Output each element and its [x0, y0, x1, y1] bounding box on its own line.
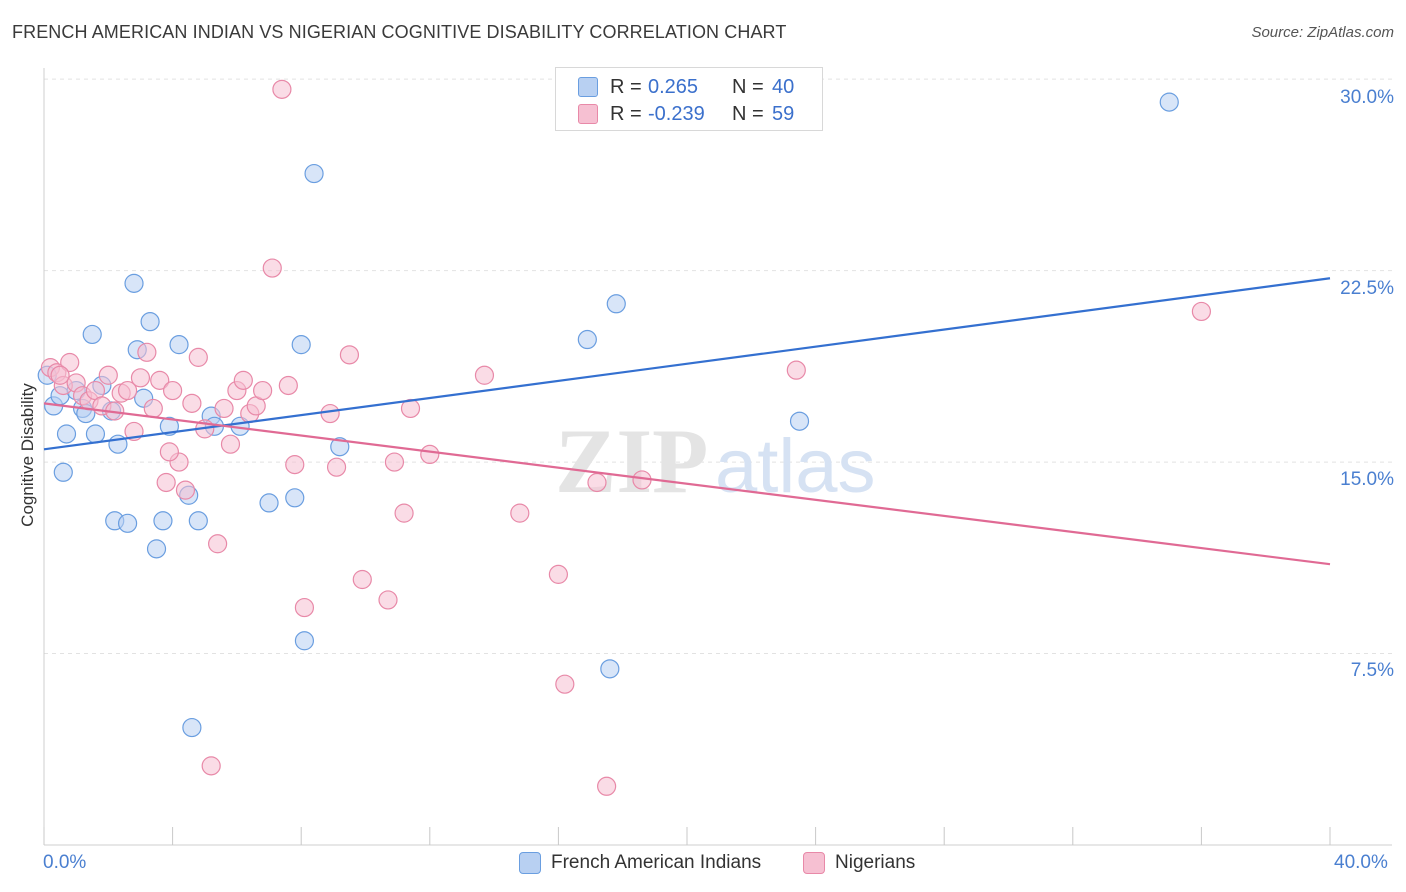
y-axis-label: Cognitive Disability — [18, 383, 37, 527]
point-french-american-indians — [169, 335, 189, 355]
point-french-american-indians — [140, 312, 160, 332]
point-nigerians — [175, 480, 196, 500]
point-french-american-indians — [82, 324, 102, 345]
point-nigerians — [98, 365, 118, 385]
point-french-american-indians — [606, 294, 626, 314]
trendline-nigerians — [43, 402, 1331, 566]
point-nigerians — [201, 756, 221, 776]
stats-r-value: 0.265 — [648, 75, 699, 98]
point-nigerians — [326, 457, 347, 477]
point-french-american-indians — [146, 539, 167, 559]
y-tick-label-7-5: 7.5% — [1350, 660, 1394, 681]
point-nigerians — [339, 345, 360, 365]
x-tick-label-40: 40.0% — [1334, 852, 1388, 873]
point-french-american-indians — [259, 493, 279, 513]
stats-row-nigerians: R = -0.239 N = 59 — [578, 101, 794, 127]
trendline-french-american-indians — [43, 277, 1331, 451]
y-tick-label-30: 30.0% — [1340, 87, 1394, 108]
legend-swatch-pink — [803, 852, 825, 874]
point-nigerians — [163, 380, 183, 401]
point-nigerians — [50, 365, 70, 385]
point-nigerians — [233, 370, 253, 390]
stats-r-label: R = — [610, 75, 642, 98]
chart-legend: French American Indians Nigerians — [0, 852, 1406, 878]
stats-r-value: -0.239 — [648, 102, 705, 125]
point-nigerians — [285, 455, 305, 475]
point-nigerians — [182, 393, 202, 413]
point-nigerians — [384, 452, 405, 472]
stats-n-value: 59 — [772, 102, 795, 125]
point-nigerians — [352, 569, 372, 590]
point-nigerians — [420, 444, 440, 465]
chart-title: FRENCH AMERICAN INDIAN VS NIGERIAN COGNI… — [12, 22, 787, 42]
point-french-american-indians — [600, 659, 620, 679]
point-french-american-indians — [291, 335, 311, 355]
stats-swatch-blue — [578, 77, 598, 97]
stats-n-label: N = — [732, 102, 764, 125]
point-nigerians — [208, 534, 228, 554]
stats-swatch-pink — [578, 104, 598, 124]
stats-r-label: R = — [610, 102, 642, 125]
point-nigerians — [60, 352, 80, 373]
point-french-american-indians — [159, 416, 179, 436]
point-nigerians — [278, 375, 298, 396]
point-nigerians — [156, 472, 176, 493]
point-nigerians — [220, 434, 241, 454]
point-french-american-indians — [304, 163, 324, 184]
point-nigerians — [143, 398, 163, 419]
point-nigerians — [214, 398, 234, 419]
point-french-american-indians — [85, 424, 106, 444]
stats-n-value: 40 — [772, 75, 795, 98]
point-nigerians — [150, 370, 170, 390]
legend-label: French American Indians — [551, 852, 762, 873]
watermark-zip: ZIP — [555, 410, 708, 512]
point-french-american-indians — [188, 511, 208, 531]
point-french-american-indians — [53, 462, 73, 482]
point-nigerians — [294, 597, 315, 618]
point-french-american-indians — [56, 424, 77, 444]
point-nigerians — [262, 258, 282, 278]
stats-n-label: N = — [732, 75, 764, 98]
point-nigerians — [786, 360, 806, 380]
watermark-atlas: atlas — [715, 424, 876, 509]
point-french-american-indians — [789, 411, 810, 431]
point-nigerians — [117, 380, 138, 401]
point-nigerians — [130, 368, 151, 388]
legend-item-nigerians[interactable]: Nigerians — [803, 852, 915, 874]
legend-item-french-american-indians[interactable]: French American Indians — [519, 852, 761, 874]
point-french-american-indians — [153, 511, 173, 531]
stats-row-french-american-indians: R = 0.265 N = 40 — [578, 74, 794, 100]
point-nigerians — [320, 403, 340, 424]
point-nigerians — [137, 342, 157, 362]
point-french-american-indians — [117, 513, 138, 533]
point-french-american-indians — [1159, 92, 1179, 112]
point-nigerians — [188, 347, 208, 367]
point-french-american-indians — [577, 329, 597, 350]
y-tick-label-22-5: 22.5% — [1340, 278, 1394, 299]
x-tick-label-0: 0.0% — [43, 852, 87, 873]
point-nigerians — [555, 674, 575, 694]
point-nigerians — [378, 590, 398, 610]
point-french-american-indians — [124, 273, 144, 293]
point-nigerians — [394, 503, 414, 523]
point-nigerians — [510, 503, 530, 523]
point-nigerians — [548, 564, 569, 584]
point-nigerians — [597, 776, 617, 796]
y-tick-label-15: 15.0% — [1340, 469, 1394, 490]
point-french-american-indians — [285, 488, 305, 508]
point-nigerians — [474, 365, 495, 385]
point-french-american-indians — [294, 631, 315, 651]
legend-label: Nigerians — [835, 852, 916, 873]
point-french-american-indians — [330, 437, 350, 457]
point-nigerians — [253, 380, 273, 401]
point-nigerians — [587, 472, 607, 493]
stats-legend-box: R = 0.265 N = 40 R = -0.239 N = 59 — [555, 67, 823, 131]
point-nigerians — [1191, 301, 1212, 322]
point-nigerians — [272, 79, 292, 99]
chart-source: Source: ZipAtlas.com — [1251, 24, 1394, 41]
point-french-american-indians — [182, 717, 202, 738]
legend-swatch-blue — [519, 852, 541, 874]
point-nigerians — [159, 442, 179, 462]
